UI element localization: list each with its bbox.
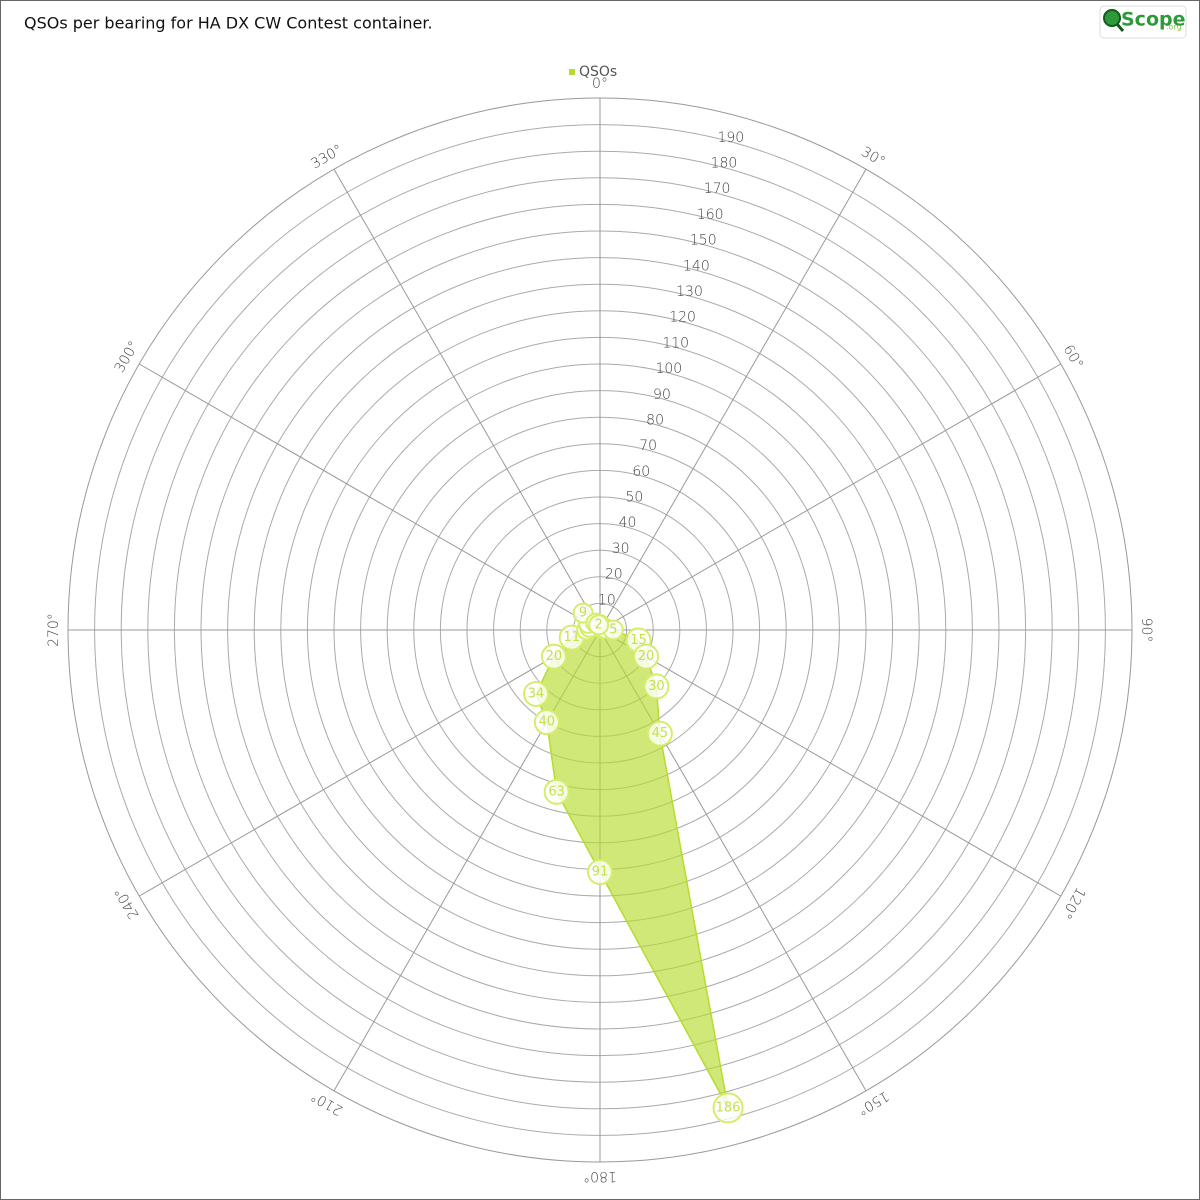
r-tick-label: 190 [717, 130, 744, 146]
data-label: 30 [648, 679, 665, 694]
logo[interactable]: Scope .org [1099, 5, 1187, 39]
spoke [599, 169, 867, 631]
r-tick-label: 140 [683, 258, 710, 274]
data-label: 9 [579, 606, 587, 621]
r-tick-label: 40 [619, 515, 637, 531]
angle-label: 0° [592, 76, 608, 92]
r-tick-label: 120 [669, 310, 696, 326]
r-tick-label: 170 [704, 181, 731, 197]
r-tick-label: 10 [598, 592, 616, 608]
data-label: 5 [609, 623, 617, 638]
r-tick-label: 130 [676, 284, 703, 300]
point [523, 680, 550, 707]
r-tick-label: 70 [639, 438, 657, 454]
data-label: 186 [716, 1100, 741, 1115]
legend-swatch [569, 69, 575, 75]
point [587, 859, 613, 886]
spoke [139, 629, 601, 897]
data-label: 20 [546, 649, 563, 664]
data-label: 34 [528, 686, 545, 701]
r-tick-label: 30 [612, 541, 630, 557]
logo-icon [1103, 9, 1121, 27]
point [633, 643, 660, 670]
r-tick-label: 50 [626, 490, 644, 506]
spoke [599, 363, 1061, 631]
point [643, 673, 670, 700]
data-label: 45 [652, 726, 669, 741]
point [540, 643, 567, 670]
spoke [599, 629, 1061, 897]
data-label: 63 [548, 784, 565, 799]
logo-text: Scope [1121, 9, 1186, 31]
angle-label: 180° [583, 1168, 617, 1184]
r-tick-label: 20 [605, 567, 623, 583]
r-tick-label: 150 [690, 233, 717, 249]
data-label: 40 [539, 715, 556, 730]
r-tick-label: 60 [632, 464, 650, 480]
r-tick-label: 90 [653, 387, 671, 403]
point [543, 778, 570, 805]
r-tick-label: 110 [662, 335, 689, 351]
data-label: 11 [563, 630, 580, 645]
r-tick-label: 180 [711, 156, 738, 172]
angle-label: 270° [46, 613, 62, 647]
r-tick-label: 100 [655, 361, 682, 377]
point [646, 720, 673, 747]
angle-label: 90° [1138, 618, 1154, 643]
r-tick-label: 160 [697, 207, 724, 223]
logo-suffix: .org [1166, 23, 1182, 32]
chart-title: QSOs per bearing for HA DX CW Contest co… [24, 14, 433, 33]
spoke [139, 363, 601, 631]
legend-label: QSOs [579, 64, 617, 80]
logo-icon-handle [1115, 23, 1125, 32]
point [588, 614, 610, 636]
data-label: 20 [638, 649, 655, 664]
r-tick-label: 80 [646, 412, 664, 428]
point [712, 1092, 744, 1124]
data-label: 2 [594, 617, 602, 632]
data-label: 91 [592, 865, 609, 880]
point [533, 709, 560, 736]
spoke [333, 169, 601, 631]
